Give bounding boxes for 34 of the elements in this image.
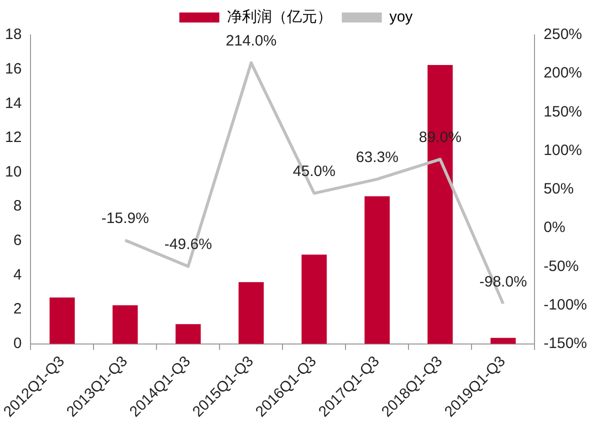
y2-tick-label: -50% [544,258,579,275]
data-label: 45.0% [292,162,336,180]
y2-tick-label: 250% [544,26,582,44]
bar [50,298,75,344]
y-tick-label: 14 [4,94,22,112]
y2-tick-label: 200% [544,64,582,82]
data-label: -49.6% [164,236,212,253]
y2-tick-label: 100% [544,142,582,159]
y-tick-label: 6 [13,232,22,250]
y-tick-label: 2 [13,300,22,318]
bar [112,305,138,344]
bar [302,254,327,344]
y-tick-label: 4 [13,266,22,284]
bar [364,196,390,344]
y-tick-label: 8 [13,198,22,215]
y2-tick-label: -150% [544,334,587,352]
y2-tick-label: 150% [544,103,582,120]
y-tick-label: 10 [4,163,22,180]
bar [176,324,201,344]
legend-label: yoy [389,8,414,26]
data-label: 63.3% [356,148,398,166]
y-tick-label: 16 [4,60,22,78]
bar [238,282,264,344]
bar [490,338,516,344]
data-label: -15.9% [101,210,149,227]
y-tick-label: 12 [4,129,22,146]
y-tick-label: 0 [13,334,22,352]
y2-tick-label: 50% [544,180,574,198]
y2-tick-label: 0% [544,219,566,236]
legend-label: 净利润（亿元） [226,8,332,26]
y2-tick-label: -100% [544,296,587,314]
data-label: 214.0% [226,32,277,50]
data-label: -98.0% [479,273,527,290]
y-tick-label: 18 [4,26,22,44]
